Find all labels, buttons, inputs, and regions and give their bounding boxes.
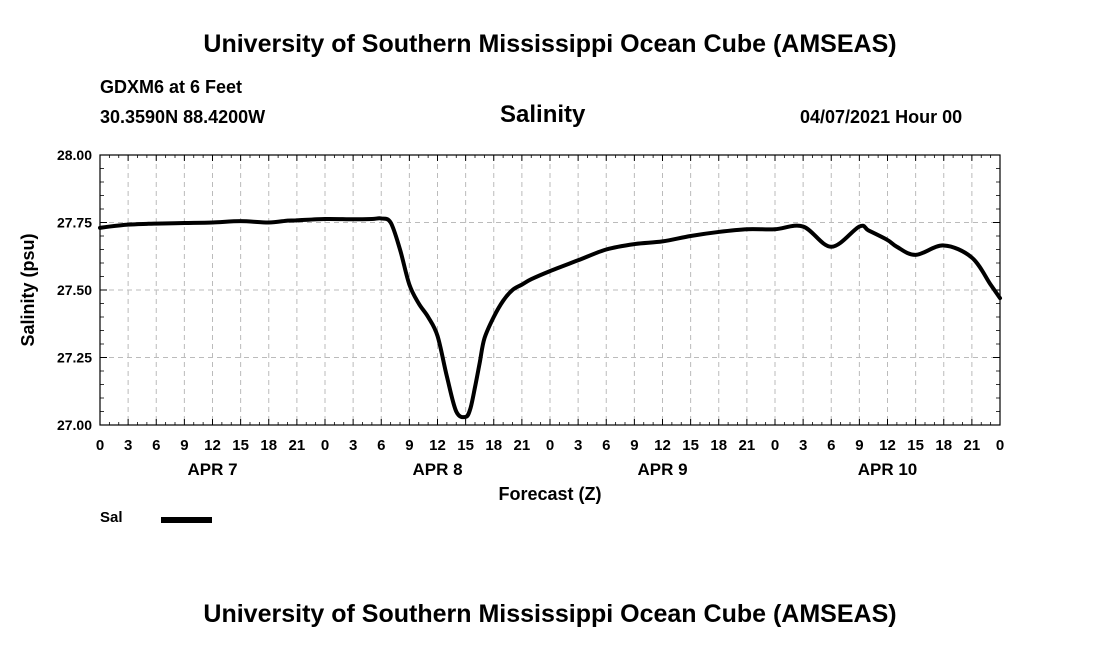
x-tick-label: 9 (405, 437, 413, 454)
x-tick-label: 3 (574, 437, 582, 454)
forecast-datetime: 04/07/2021 Hour 00 (800, 107, 963, 127)
x-tick-label: 18 (485, 437, 502, 454)
x-tick-label: 0 (546, 437, 554, 454)
x-tick-label: 18 (260, 437, 277, 454)
station-coordinates: 30.3590N 88.4200W (100, 107, 266, 127)
x-tick-label: 0 (996, 437, 1004, 454)
x-tick-label: 9 (630, 437, 638, 454)
chart-subtitle: Salinity (500, 101, 586, 128)
salinity-chart: 0 3 6 9 12 15 18 21 0 3 6 9 12 15 18 21 0 3 6 9 12 15 18 21 0 3 6 9… (18, 147, 1004, 504)
x-tick-label: 6 (602, 437, 610, 454)
x-tick-label: 0 (96, 437, 104, 454)
footer-title: University of Southern Mississippi Ocean… (203, 600, 897, 628)
x-tick-label: 9 (855, 437, 863, 454)
y-axis-label: Salinity (psu) (18, 233, 38, 346)
x-tick-label: 21 (739, 437, 756, 454)
x-tick-label: 3 (349, 437, 357, 454)
series-layer (98, 216, 1002, 420)
y-tick-label: 27.00 (57, 417, 92, 433)
x-tick-label: 6 (827, 437, 835, 454)
x-tick-label: 18 (935, 437, 952, 454)
x-tick-label: 12 (204, 437, 221, 454)
series-line-sal (98, 216, 1002, 420)
x-tick-label: 3 (799, 437, 807, 454)
x-tick-label: 15 (232, 437, 249, 454)
station-label: GDXM6 at 6 Feet (100, 77, 243, 97)
x-tick-label: 3 (124, 437, 132, 454)
day-label: APR 7 (187, 460, 237, 479)
x-tick-label: 12 (654, 437, 671, 454)
x-axis-label: Forecast (Z) (498, 484, 601, 504)
x-tick-label: 15 (907, 437, 924, 454)
y-tick-label: 27.75 (57, 215, 92, 231)
x-tick-label: 15 (682, 437, 699, 454)
y-tick-label: 28.00 (57, 147, 92, 163)
day-label: APR 9 (637, 460, 687, 479)
y-tick-label: 27.50 (57, 282, 92, 298)
x-tick-label: 9 (180, 437, 188, 454)
x-tick-label: 21 (514, 437, 531, 454)
legend-swatch (161, 517, 212, 523)
x-tick-label: 21 (964, 437, 981, 454)
y-tick-label: 27.25 (57, 350, 92, 366)
x-tick-label: 15 (457, 437, 474, 454)
x-tick-label: 18 (710, 437, 727, 454)
day-label: APR 8 (412, 460, 462, 479)
x-tick-label: 12 (429, 437, 446, 454)
grid-layer (100, 155, 1000, 425)
x-tick-label: 6 (152, 437, 160, 454)
tick-layer: 0 3 6 9 12 15 18 21 0 3 6 9 12 15 18 21 0 3 6 9 12 15 18 21 0 3 6 9… (57, 147, 1004, 479)
legend-label: Sal (100, 509, 123, 526)
x-tick-label: 12 (879, 437, 896, 454)
chart-title: University of Southern Mississippi Ocean… (203, 30, 897, 58)
x-tick-label: 6 (377, 437, 385, 454)
x-tick-label: 21 (289, 437, 306, 454)
x-tick-label: 0 (771, 437, 779, 454)
x-tick-label: 0 (321, 437, 329, 454)
day-label: APR 10 (858, 460, 918, 479)
